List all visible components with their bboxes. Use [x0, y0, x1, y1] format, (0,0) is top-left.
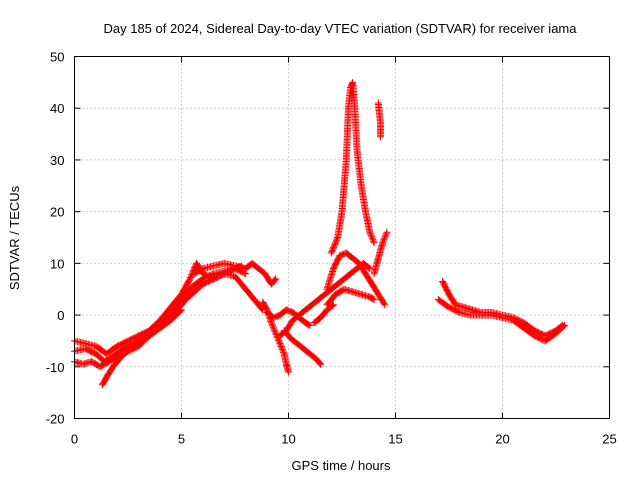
series-arc-early-upper [71, 259, 245, 358]
plus-marker-track [190, 259, 280, 288]
chart-title: Day 185 of 2024, Sidereal Day-to-day VTE… [103, 21, 577, 36]
y-tick-label: -10 [46, 360, 65, 375]
series-arc-peak-right [370, 228, 391, 278]
series-arc-isolated [374, 99, 384, 141]
plus-marker-track [276, 259, 374, 340]
plus-marker-track [310, 301, 337, 327]
plus-marker-track [323, 249, 389, 309]
plus-marker-track [71, 259, 245, 358]
y-tick-label: 0 [57, 308, 64, 323]
plot-frame [74, 56, 610, 419]
y-tick-label: 30 [50, 153, 64, 168]
y-axis-label: SDTVAR / TECUs [7, 185, 22, 290]
y-tick-label: -20 [46, 412, 65, 427]
series-arc-peak [327, 78, 378, 257]
y-tick-label: 50 [50, 50, 64, 65]
plus-marker-track [370, 228, 391, 278]
plus-marker-track [327, 78, 378, 257]
y-tick-label: 40 [50, 101, 64, 116]
y-tick-label: 10 [50, 256, 64, 271]
series-arc-peak-base [323, 249, 389, 309]
x-tick-label: 5 [178, 432, 185, 447]
series-arc-dip [98, 306, 185, 389]
series-arc-10-rise [276, 259, 374, 340]
plus-marker-track [434, 296, 569, 345]
series-arc-late-upper [190, 259, 280, 288]
x-tick-label: 0 [71, 432, 78, 447]
y-tick-label: 20 [50, 205, 64, 220]
grid [74, 56, 610, 419]
x-tick-label: 10 [281, 432, 295, 447]
plus-marker-track [374, 99, 384, 141]
data-points [71, 78, 569, 389]
plus-marker-track [98, 306, 185, 389]
series-arc-peak-lower [323, 285, 378, 309]
ticks: 0 5 10 15 20 25 -20 -10 0 10 20 30 40 50 [46, 50, 617, 447]
x-tick-label: 15 [388, 432, 402, 447]
x-tick-label: 20 [495, 432, 509, 447]
x-axis-label: GPS time / hours [292, 458, 391, 473]
series-arc-after-gap-lower [434, 296, 569, 345]
series-arc-10-side [310, 301, 337, 327]
x-tick-label: 25 [602, 432, 616, 447]
plus-marker-track [323, 285, 378, 309]
